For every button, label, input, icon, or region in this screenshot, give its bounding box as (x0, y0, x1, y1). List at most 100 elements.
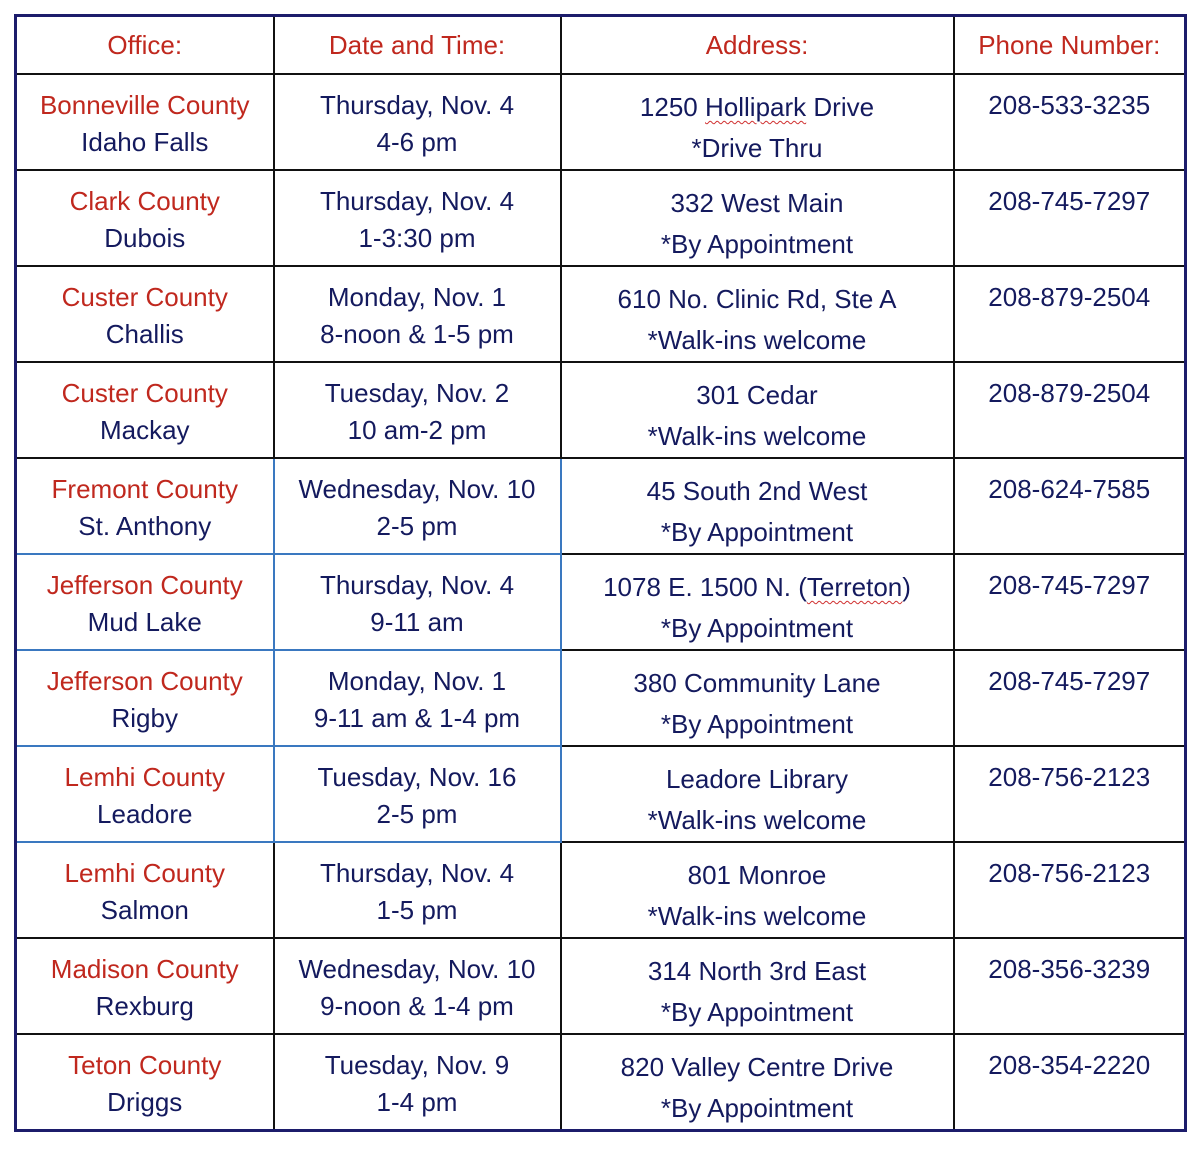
time: 8-noon & 1-5 pm (320, 319, 514, 349)
office-cell: Bonneville County Idaho Falls (14, 73, 275, 171)
office-cell: Custer County Challis (14, 265, 275, 363)
county-name: Bonneville County (39, 90, 250, 120)
time: 9-11 am (370, 607, 464, 637)
table-row: Clark County Dubois Thursday, Nov. 4 1-3… (14, 169, 1187, 267)
city-name: Mackay (99, 415, 190, 445)
day: Thursday, Nov. 4 (319, 570, 515, 600)
time: 1-4 pm (376, 1087, 458, 1117)
address-cell: 380 Community Lane *By Appointment (559, 649, 955, 747)
date-time-cell: Thursday, Nov. 4 9-11 am (272, 553, 562, 651)
time: 2-5 pm (376, 799, 458, 829)
header-row: Office: Date and Time: Address: Phone Nu… (14, 14, 1187, 75)
county-name: Lemhi County (64, 762, 225, 792)
address-line: 820 Valley Centre Drive (620, 1052, 894, 1082)
city-name: Rigby (111, 703, 178, 733)
date-time-cell: Wednesday, Nov. 10 9-noon & 1-4 pm (272, 937, 562, 1035)
address-note: *By Appointment (660, 997, 854, 1027)
time: 9-noon & 1-4 pm (320, 991, 514, 1021)
phone-cell: 208-756-2123 (952, 745, 1187, 843)
date-time-cell: Tuesday, Nov. 9 1-4 pm (272, 1033, 562, 1132)
county-name: Custer County (61, 378, 228, 408)
day: Thursday, Nov. 4 (319, 186, 515, 216)
day: Tuesday, Nov. 2 (324, 378, 510, 408)
date-time-cell: Tuesday, Nov. 2 10 am-2 pm (272, 361, 562, 459)
table-row: Lemhi County Leadore Tuesday, Nov. 16 2-… (14, 745, 1187, 843)
address-note: *By Appointment (660, 229, 854, 259)
address-note: *By Appointment (660, 709, 854, 739)
county-name: Lemhi County (64, 858, 225, 888)
table-row: Bonneville County Idaho Falls Thursday, … (14, 73, 1187, 171)
office-cell: Clark County Dubois (14, 169, 275, 267)
address-line: Leadore Library (665, 764, 849, 794)
address-line: 610 No. Clinic Rd, Ste A (617, 284, 897, 314)
address-line: 1250 Hollipark Drive (639, 92, 875, 122)
city-name: Dubois (104, 223, 186, 253)
city-name: Salmon (100, 895, 189, 925)
address-line: 380 Community Lane (633, 668, 881, 698)
phone-cell: 208-879-2504 (952, 265, 1187, 363)
address-note: *By Appointment (660, 517, 854, 547)
header-office: Office: (14, 14, 275, 75)
address-cell: 1078 E. 1500 N. (Terreton) *By Appointme… (559, 553, 955, 651)
address-cell: 610 No. Clinic Rd, Ste A *Walk-ins welco… (559, 265, 955, 363)
address-note: *Walk-ins welcome (647, 421, 867, 451)
date-time-cell: Tuesday, Nov. 16 2-5 pm (272, 745, 562, 843)
address-note: *Drive Thru (691, 133, 823, 163)
day: Monday, Nov. 1 (327, 666, 507, 696)
county-name: Clark County (69, 186, 220, 216)
city-name: Mud Lake (87, 607, 202, 637)
address-cell: 314 North 3rd East *By Appointment (559, 937, 955, 1035)
table-row: Custer County Challis Monday, Nov. 1 8-n… (14, 265, 1187, 363)
office-cell: Jefferson County Mud Lake (14, 553, 275, 651)
address-cell: 801 Monroe *Walk-ins welcome (559, 841, 955, 939)
phone-cell: 208-756-2123 (952, 841, 1187, 939)
address-cell: 820 Valley Centre Drive *By Appointment (559, 1033, 955, 1132)
address-note: *By Appointment (660, 613, 854, 643)
header-address: Address: (559, 14, 955, 75)
address-note: *Walk-ins welcome (647, 325, 867, 355)
day: Tuesday, Nov. 16 (317, 762, 517, 792)
city-name: St. Anthony (78, 511, 212, 541)
date-time-cell: Thursday, Nov. 4 4-6 pm (272, 73, 562, 171)
table-row: Teton County Driggs Tuesday, Nov. 9 1-4 … (14, 1033, 1187, 1132)
phone-cell: 208-745-7297 (952, 553, 1187, 651)
address-note: *Walk-ins welcome (647, 901, 867, 931)
county-name: Jefferson County (46, 570, 243, 600)
phone-cell: 208-745-7297 (952, 169, 1187, 267)
address-cell: 301 Cedar *Walk-ins welcome (559, 361, 955, 459)
time: 2-5 pm (376, 511, 458, 541)
date-time-cell: Thursday, Nov. 4 1-3:30 pm (272, 169, 562, 267)
date-time-cell: Wednesday, Nov. 10 2-5 pm (272, 457, 562, 555)
address-cell: 1250 Hollipark Drive *Drive Thru (559, 73, 955, 171)
city-name: Challis (105, 319, 184, 349)
spellcheck-word: Hollipark (705, 92, 807, 122)
office-cell: Lemhi County Leadore (14, 745, 275, 843)
day: Wednesday, Nov. 10 (298, 474, 536, 504)
table-row: Madison County Rexburg Wednesday, Nov. 1… (14, 937, 1187, 1035)
day: Monday, Nov. 1 (327, 282, 507, 312)
time: 1-5 pm (376, 895, 458, 925)
header-date-time: Date and Time: (272, 14, 562, 75)
phone-cell: 208-745-7297 (952, 649, 1187, 747)
address-line: 1078 E. 1500 N. (Terreton) (603, 572, 911, 602)
address-line: 314 North 3rd East (647, 956, 867, 986)
phone-cell: 208-879-2504 (952, 361, 1187, 459)
table-row: Custer County Mackay Tuesday, Nov. 2 10 … (14, 361, 1187, 459)
county-name: Jefferson County (46, 666, 243, 696)
time: 4-6 pm (376, 127, 458, 157)
phone-cell: 208-624-7585 (952, 457, 1187, 555)
office-cell: Teton County Driggs (14, 1033, 275, 1132)
time: 1-3:30 pm (358, 223, 476, 253)
day: Tuesday, Nov. 9 (324, 1050, 510, 1080)
address-cell: Leadore Library *Walk-ins welcome (559, 745, 955, 843)
county-name: Custer County (61, 282, 228, 312)
city-name: Rexburg (95, 991, 194, 1021)
county-name: Teton County (68, 1050, 222, 1080)
table-row: Fremont County St. Anthony Wednesday, No… (14, 457, 1187, 555)
day: Thursday, Nov. 4 (319, 858, 515, 888)
address-line: 45 South 2nd West (646, 476, 868, 506)
office-cell: Lemhi County Salmon (14, 841, 275, 939)
county-name: Fremont County (51, 474, 238, 504)
office-schedule-table: Office: Date and Time: Address: Phone Nu… (14, 14, 1187, 1132)
address-note: *Walk-ins welcome (647, 805, 867, 835)
